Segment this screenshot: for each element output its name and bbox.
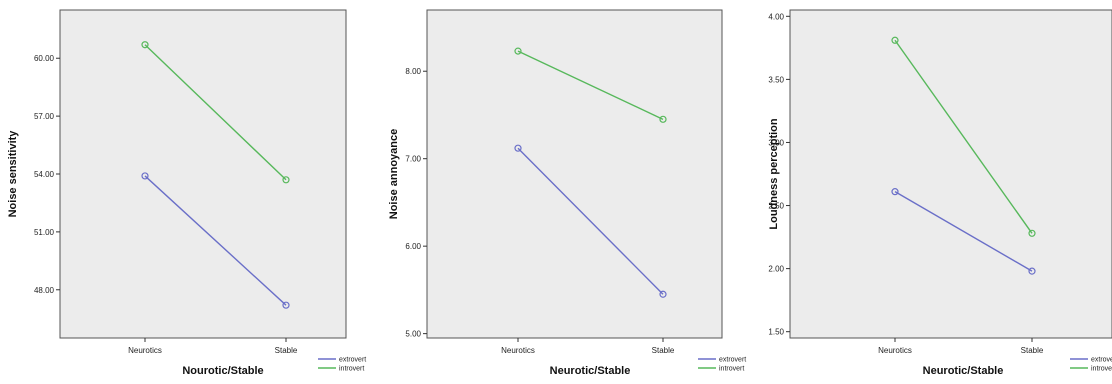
y-tick-label: 54.00: [34, 170, 55, 179]
x-axis-title: Neurotic/Stable: [923, 365, 1004, 377]
data-point-introvert: [659, 115, 667, 123]
data-point-extrovert: [141, 172, 149, 180]
plot-area: [59, 9, 347, 339]
series-line-extrovert: [517, 147, 664, 295]
y-tick-label: 2.50: [768, 202, 784, 211]
y-tick-label: 5.00: [405, 330, 421, 339]
y-tick-label: 48.00: [34, 286, 55, 295]
series-line-introvert: [517, 50, 664, 120]
data-point-extrovert: [891, 188, 899, 196]
data-point-extrovert: [1028, 267, 1036, 275]
data-point-extrovert: [282, 301, 290, 309]
data-point-introvert: [141, 41, 149, 49]
series-line-introvert: [144, 44, 287, 181]
chart-panel-1: 48.00 51.00 54.00 57.00 60.00 Neurotics Stable…: [7, 9, 366, 377]
data-point-introvert: [891, 36, 899, 44]
x-axis-title: Neurotic/Stable: [550, 365, 631, 377]
y-axis-title: Noise sensitivity: [7, 130, 19, 218]
data-point-introvert: [514, 47, 522, 55]
legend-label-introvert: introvert: [719, 366, 744, 373]
y-tick-label: 57.00: [34, 112, 55, 121]
data-point-extrovert: [659, 290, 667, 298]
series-line-extrovert: [894, 191, 1033, 272]
y-tick-label: 6.00: [405, 242, 421, 251]
legend-label-extrovert: extrovert: [339, 357, 366, 364]
data-point-introvert: [1028, 229, 1036, 237]
y-axis-title: Loudness perception: [768, 118, 780, 230]
y-tick-label: 4.00: [768, 12, 784, 21]
x-tick-label: Stable: [1021, 346, 1044, 355]
plot-area: [789, 9, 1112, 339]
chart-panel-3: 1.50 2.00 2.50 3.00 3.50 4.00 Neurotics Stable N…: [768, 9, 1112, 377]
x-tick-label: Neurotics: [128, 346, 162, 355]
y-tick-label: 3.50: [768, 75, 784, 84]
legend-label-introvert: introvert: [339, 366, 364, 373]
y-tick-label: 60.00: [34, 54, 55, 63]
y-axis-title: Noise annoyance: [388, 129, 400, 219]
y-tick-label: 3.00: [768, 138, 784, 147]
data-point-introvert: [282, 176, 290, 184]
y-tick-label: 1.50: [768, 328, 784, 337]
series-line-extrovert: [144, 175, 287, 306]
x-tick-label: Neurotics: [878, 346, 912, 355]
legend-label-extrovert: extrovert: [1091, 357, 1112, 364]
x-tick-label: Stable: [275, 346, 298, 355]
x-tick-label: Stable: [652, 346, 675, 355]
data-point-extrovert: [514, 144, 522, 152]
series-line-introvert: [894, 39, 1033, 234]
legend-label-extrovert: extrovert: [719, 357, 746, 364]
y-tick-label: 51.00: [34, 228, 55, 237]
legend-label-introvert: introvert: [1091, 366, 1112, 373]
y-tick-label: 8.00: [405, 67, 421, 76]
y-tick-label: 2.00: [768, 265, 784, 274]
chart-panel-2: 5.00 6.00 7.00 8.00 Neurotics Stable Neurotic/…: [388, 9, 746, 377]
plot-area: [426, 9, 723, 339]
y-tick-label: 7.00: [405, 155, 421, 164]
x-axis-title: Nourotic/Stable: [182, 365, 263, 377]
x-tick-label: Neurotics: [501, 346, 535, 355]
